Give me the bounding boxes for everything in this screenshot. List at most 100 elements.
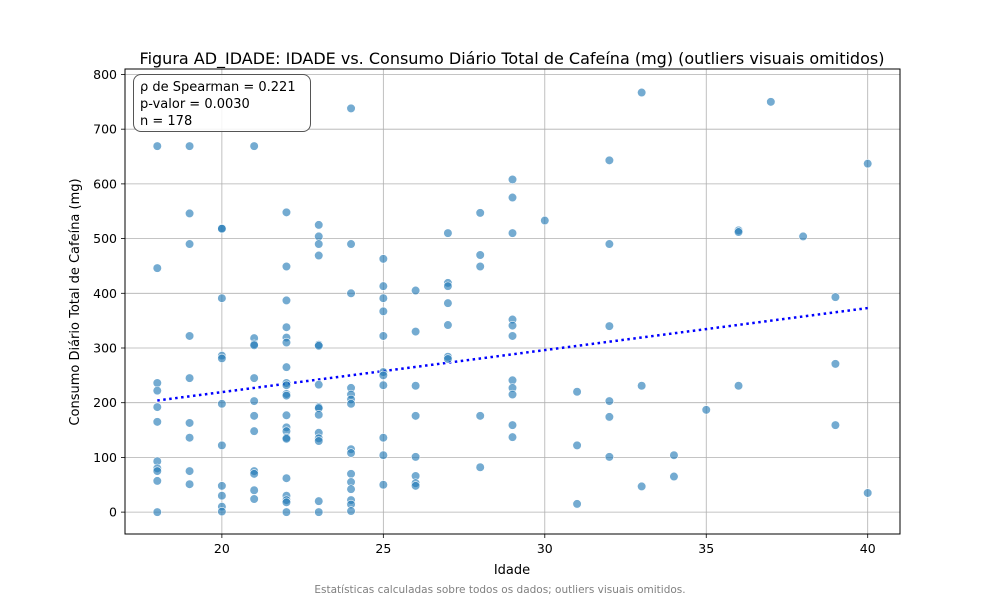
data-point xyxy=(604,321,614,331)
y-axis-label: Consumo Diário Total de Cafeína (mg) xyxy=(68,178,83,425)
data-point xyxy=(281,295,292,306)
data-point xyxy=(346,399,356,409)
data-point xyxy=(346,239,356,249)
x-axis-label: Idade xyxy=(494,563,530,578)
data-point xyxy=(475,208,485,218)
data-point xyxy=(507,420,518,430)
data-point xyxy=(281,337,292,348)
data-point xyxy=(507,331,518,341)
data-point xyxy=(572,440,582,450)
data-point xyxy=(249,340,259,350)
data-point xyxy=(572,499,582,509)
data-point xyxy=(217,506,227,517)
data-point xyxy=(507,320,518,331)
y-tick-label: 300 xyxy=(93,341,117,356)
data-point xyxy=(346,103,356,113)
data-point xyxy=(378,380,388,390)
data-point xyxy=(443,281,453,291)
data-point xyxy=(637,87,647,98)
data-point xyxy=(249,494,259,504)
data-point xyxy=(378,254,388,264)
data-point xyxy=(314,239,324,249)
data-point xyxy=(378,331,388,341)
data-point xyxy=(281,207,292,217)
y-axis-ticks: 0 100 200 300 400 500 600 700 800 xyxy=(93,67,125,520)
data-point xyxy=(863,488,873,498)
data-point xyxy=(604,155,614,165)
x-tick-label: 35 xyxy=(698,541,714,556)
data-point xyxy=(830,420,841,430)
data-point xyxy=(184,479,195,489)
data-point xyxy=(152,402,162,412)
plot-area-frame xyxy=(124,68,901,535)
data-point xyxy=(314,507,324,517)
data-point xyxy=(378,281,388,291)
x-tick-label: 20 xyxy=(214,541,230,556)
pvalue-text: p-valor = 0.0030 xyxy=(140,97,250,112)
data-point xyxy=(249,373,259,383)
data-point xyxy=(314,410,324,420)
data-point xyxy=(475,261,485,272)
data-point xyxy=(475,250,485,260)
data-point xyxy=(346,484,356,494)
data-point xyxy=(249,396,259,406)
data-point xyxy=(217,399,227,409)
data-point xyxy=(507,192,518,203)
y-tick-label: 400 xyxy=(93,286,117,301)
data-point xyxy=(217,293,227,303)
data-point xyxy=(443,354,453,364)
y-tick-label: 700 xyxy=(93,122,117,137)
data-point xyxy=(411,411,421,421)
data-point xyxy=(217,481,227,491)
data-point xyxy=(314,250,324,261)
data-point xyxy=(604,239,614,249)
data-point xyxy=(475,411,485,421)
data-point xyxy=(443,298,453,308)
data-point xyxy=(507,375,518,385)
data-point xyxy=(152,417,162,427)
data-point xyxy=(184,331,195,341)
data-point xyxy=(507,228,518,238)
data-point xyxy=(411,285,421,296)
data-point xyxy=(604,412,614,422)
data-point xyxy=(184,373,195,383)
x-axis-ticks: 20 25 30 35 40 xyxy=(214,534,876,556)
data-point xyxy=(184,418,195,428)
data-point xyxy=(346,288,356,298)
data-point xyxy=(314,496,324,506)
data-point xyxy=(475,462,485,472)
data-point xyxy=(507,432,518,442)
spearman-text: ρ de Spearman = 0.221 xyxy=(140,80,296,95)
y-tick-label: 600 xyxy=(93,176,117,191)
data-point xyxy=(346,506,356,516)
data-point xyxy=(443,228,453,238)
y-tick-label: 200 xyxy=(93,395,117,410)
data-point xyxy=(249,411,259,421)
data-point xyxy=(378,293,388,303)
data-point xyxy=(281,362,292,372)
data-point xyxy=(314,231,324,241)
data-point xyxy=(443,320,453,330)
data-point xyxy=(217,353,227,363)
data-point xyxy=(830,359,841,369)
data-point xyxy=(378,433,388,443)
data-point xyxy=(378,370,388,380)
data-point xyxy=(249,469,259,479)
data-point xyxy=(152,141,162,151)
data-point xyxy=(217,491,227,501)
data-points xyxy=(152,87,873,517)
data-point xyxy=(281,434,292,444)
data-point xyxy=(411,452,421,462)
data-point xyxy=(217,440,227,450)
data-point xyxy=(637,481,647,492)
y-tick-label: 100 xyxy=(93,450,117,465)
data-point xyxy=(411,326,421,337)
data-point xyxy=(281,322,292,332)
data-point xyxy=(411,381,421,391)
data-point xyxy=(411,481,421,491)
data-point xyxy=(701,405,711,415)
data-point xyxy=(346,469,356,479)
footnote: Estatísticas calculadas sobre todos os d… xyxy=(314,584,686,596)
data-point xyxy=(507,174,518,185)
data-point xyxy=(540,215,550,226)
